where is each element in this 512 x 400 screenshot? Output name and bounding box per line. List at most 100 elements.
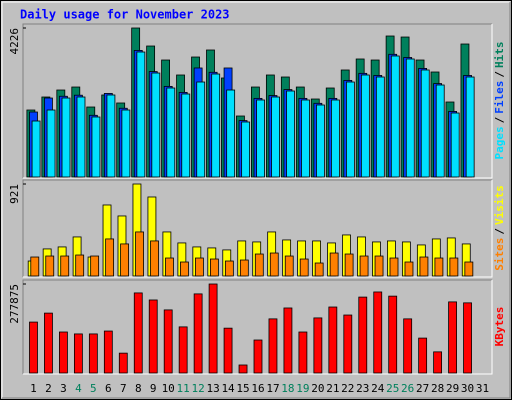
bar bbox=[118, 352, 128, 374]
x-tick-label: 29 bbox=[446, 382, 459, 395]
panel-border bbox=[23, 180, 493, 278]
bar bbox=[343, 314, 353, 374]
bar bbox=[163, 309, 173, 374]
bar bbox=[313, 317, 323, 374]
legend-separator: / bbox=[493, 71, 506, 78]
legend-separator: / bbox=[493, 228, 506, 235]
y-tick-label: 277875 bbox=[8, 284, 21, 324]
bar bbox=[120, 243, 129, 277]
x-tick-label: 4 bbox=[75, 382, 82, 395]
bar bbox=[298, 331, 308, 374]
x-tick-label: 14 bbox=[221, 382, 235, 395]
legend-entry: Sites bbox=[493, 238, 506, 271]
x-tick-label: 28 bbox=[431, 382, 444, 395]
x-tick-label: 13 bbox=[206, 382, 219, 395]
x-tick-label: 24 bbox=[371, 382, 385, 395]
legend-entry: Hits bbox=[493, 42, 506, 69]
legend-entry: Visits bbox=[493, 185, 506, 225]
bar bbox=[135, 231, 144, 277]
bar bbox=[271, 96, 280, 178]
bar bbox=[211, 73, 221, 178]
x-tick-label: 25 bbox=[386, 382, 399, 395]
x-tick-label: 22 bbox=[341, 382, 354, 395]
x-tick-label: 10 bbox=[162, 382, 175, 395]
bar bbox=[44, 312, 53, 374]
bar bbox=[286, 90, 295, 178]
bar bbox=[238, 364, 248, 374]
legend: Sites / Visits bbox=[493, 185, 506, 271]
bar bbox=[193, 293, 203, 374]
x-tick-label: 11 bbox=[177, 382, 190, 395]
bar bbox=[390, 55, 400, 178]
bar bbox=[45, 255, 55, 277]
bar bbox=[150, 240, 159, 277]
bar bbox=[316, 104, 325, 178]
bar bbox=[450, 112, 460, 178]
bar bbox=[31, 120, 41, 178]
bar bbox=[224, 260, 234, 277]
bar bbox=[433, 351, 443, 374]
x-tick-label: 8 bbox=[135, 382, 142, 395]
bar bbox=[223, 327, 233, 374]
x-tick-label: 23 bbox=[356, 382, 369, 395]
panel-border bbox=[23, 24, 493, 179]
bar bbox=[241, 121, 251, 178]
bar bbox=[360, 74, 370, 178]
bar bbox=[374, 255, 384, 277]
bar bbox=[121, 109, 131, 178]
bar bbox=[105, 238, 115, 277]
x-tick-label: 17 bbox=[266, 382, 279, 395]
x-tick-label: 21 bbox=[326, 382, 339, 395]
bar bbox=[435, 84, 445, 178]
bar bbox=[90, 255, 100, 277]
bar bbox=[284, 255, 294, 277]
bar bbox=[256, 99, 266, 178]
bar bbox=[226, 89, 236, 178]
bar bbox=[328, 306, 338, 374]
bar bbox=[329, 252, 339, 277]
bar bbox=[373, 291, 383, 374]
bar bbox=[60, 255, 70, 277]
bar bbox=[208, 283, 218, 374]
panel-border bbox=[22, 179, 492, 277]
x-tick-label: 16 bbox=[251, 382, 264, 395]
bar bbox=[133, 292, 143, 374]
bar bbox=[196, 81, 206, 178]
bar bbox=[389, 257, 399, 277]
legend-entry: Files bbox=[493, 81, 506, 114]
x-tick-label: 26 bbox=[401, 382, 414, 395]
bar bbox=[434, 257, 444, 277]
legend: Pages / Files / Hits bbox=[493, 42, 506, 160]
bar bbox=[254, 253, 264, 277]
bar bbox=[88, 333, 98, 374]
bar bbox=[73, 333, 83, 374]
bar bbox=[314, 262, 324, 277]
bar bbox=[30, 256, 40, 277]
bar bbox=[103, 330, 113, 374]
bar bbox=[75, 254, 85, 277]
legend-entry: Pages bbox=[493, 126, 506, 159]
bar bbox=[465, 76, 475, 178]
bar bbox=[346, 81, 355, 178]
bar bbox=[269, 252, 279, 277]
bar bbox=[253, 339, 263, 374]
bar bbox=[420, 69, 430, 178]
bar bbox=[91, 116, 101, 178]
x-tick-label: 31 bbox=[476, 382, 489, 395]
bar bbox=[136, 51, 146, 178]
bar bbox=[29, 321, 38, 374]
bar bbox=[181, 93, 191, 178]
x-tick-label: 1 bbox=[30, 382, 37, 395]
bar bbox=[165, 257, 174, 277]
bar bbox=[59, 331, 68, 374]
bar bbox=[61, 97, 71, 178]
bar bbox=[405, 58, 415, 178]
legend-entry: KBytes bbox=[493, 307, 506, 347]
bar bbox=[148, 299, 158, 374]
bar bbox=[46, 109, 56, 178]
bar bbox=[331, 99, 340, 178]
x-tick-label: 18 bbox=[281, 382, 294, 395]
chart-title: Daily usage for November 2023 bbox=[20, 8, 230, 22]
bar bbox=[239, 259, 249, 277]
